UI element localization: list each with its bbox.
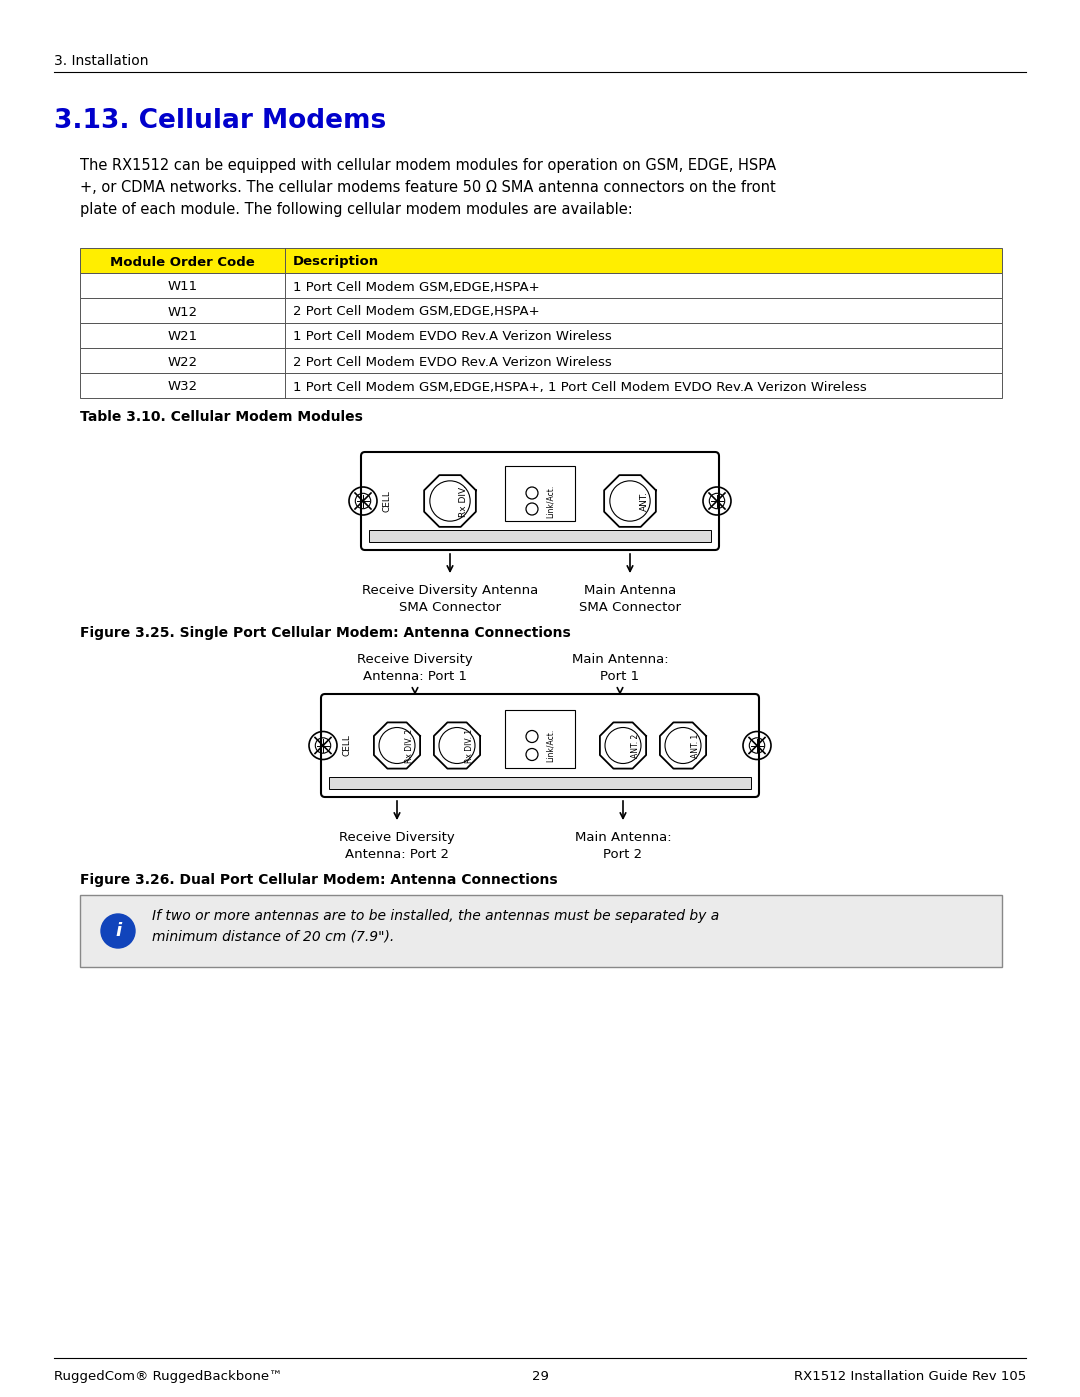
Text: If two or more antennas are to be installed, the antennas must be separated by a: If two or more antennas are to be instal… xyxy=(152,909,719,923)
Text: W32: W32 xyxy=(167,380,198,394)
Text: Rx DIV. 2: Rx DIV. 2 xyxy=(405,728,415,763)
Text: Figure 3.26. Dual Port Cellular Modem: Antenna Connections: Figure 3.26. Dual Port Cellular Modem: A… xyxy=(80,873,557,887)
Text: Module Order Code: Module Order Code xyxy=(110,256,255,268)
Text: Figure 3.25. Single Port Cellular Modem: Antenna Connections: Figure 3.25. Single Port Cellular Modem:… xyxy=(80,626,570,640)
Text: Main Antenna:: Main Antenna: xyxy=(571,652,669,666)
Circle shape xyxy=(102,914,135,949)
Text: RuggedCom® RuggedBackbone™: RuggedCom® RuggedBackbone™ xyxy=(54,1370,282,1383)
Text: 1 Port Cell Modem EVDO Rev.A Verizon Wireless: 1 Port Cell Modem EVDO Rev.A Verizon Wir… xyxy=(293,331,611,344)
Text: 3.13. Cellular Modems: 3.13. Cellular Modems xyxy=(54,108,387,134)
FancyBboxPatch shape xyxy=(80,272,1002,298)
FancyBboxPatch shape xyxy=(80,298,1002,323)
Text: Link/Act.: Link/Act. xyxy=(545,485,554,518)
Text: 2 Port Cell Modem GSM,EDGE,HSPA+: 2 Port Cell Modem GSM,EDGE,HSPA+ xyxy=(293,306,540,319)
Text: Description: Description xyxy=(293,256,379,268)
Text: CELL: CELL xyxy=(342,735,351,756)
FancyBboxPatch shape xyxy=(321,694,759,798)
Text: The RX1512 can be equipped with cellular modem modules for operation on GSM, EDG: The RX1512 can be equipped with cellular… xyxy=(80,158,777,173)
Text: 3. Installation: 3. Installation xyxy=(54,54,149,68)
Text: 2 Port Cell Modem EVDO Rev.A Verizon Wireless: 2 Port Cell Modem EVDO Rev.A Verizon Wir… xyxy=(293,355,611,369)
Text: Port 2: Port 2 xyxy=(604,848,643,861)
Text: 29: 29 xyxy=(531,1370,549,1383)
Text: Antenna: Port 2: Antenna: Port 2 xyxy=(345,848,449,861)
Text: 1 Port Cell Modem GSM,EDGE,HSPA+: 1 Port Cell Modem GSM,EDGE,HSPA+ xyxy=(293,281,540,293)
FancyBboxPatch shape xyxy=(80,249,1002,272)
Text: i: i xyxy=(114,922,121,940)
Text: 1 Port Cell Modem GSM,EDGE,HSPA+, 1 Port Cell Modem EVDO Rev.A Verizon Wireless: 1 Port Cell Modem GSM,EDGE,HSPA+, 1 Port… xyxy=(293,380,867,394)
Text: W22: W22 xyxy=(167,355,198,369)
FancyBboxPatch shape xyxy=(80,373,1002,398)
Text: Receive Diversity: Receive Diversity xyxy=(339,831,455,844)
FancyBboxPatch shape xyxy=(80,895,1002,967)
Text: Port 1: Port 1 xyxy=(600,671,639,683)
Text: RX1512 Installation Guide Rev 105: RX1512 Installation Guide Rev 105 xyxy=(794,1370,1026,1383)
Text: W11: W11 xyxy=(167,281,198,293)
Text: SMA Connector: SMA Connector xyxy=(579,601,681,615)
Text: Table 3.10. Cellular Modem Modules: Table 3.10. Cellular Modem Modules xyxy=(80,409,363,425)
Text: minimum distance of 20 cm (7.9").: minimum distance of 20 cm (7.9"). xyxy=(152,929,394,943)
FancyBboxPatch shape xyxy=(80,323,1002,348)
Text: W21: W21 xyxy=(167,331,198,344)
FancyBboxPatch shape xyxy=(505,467,575,521)
Text: Rx DIV.: Rx DIV. xyxy=(459,485,469,517)
FancyBboxPatch shape xyxy=(80,348,1002,373)
FancyBboxPatch shape xyxy=(329,777,751,789)
Text: ANT.: ANT. xyxy=(639,490,648,511)
Text: SMA Connector: SMA Connector xyxy=(399,601,501,615)
Text: ANT. 2: ANT. 2 xyxy=(632,733,640,757)
Text: Rx DIV. 1: Rx DIV. 1 xyxy=(465,728,474,763)
Text: Main Antenna: Main Antenna xyxy=(584,584,676,597)
Text: Receive Diversity Antenna: Receive Diversity Antenna xyxy=(362,584,538,597)
Text: +, or CDMA networks. The cellular modems feature 50 Ω SMA antenna connectors on : +, or CDMA networks. The cellular modems… xyxy=(80,180,775,196)
FancyBboxPatch shape xyxy=(361,453,719,550)
FancyBboxPatch shape xyxy=(369,529,711,542)
Text: W12: W12 xyxy=(167,306,198,319)
Text: Link/Act.: Link/Act. xyxy=(545,729,554,763)
Text: CELL: CELL xyxy=(382,490,391,511)
Text: Receive Diversity: Receive Diversity xyxy=(357,652,473,666)
Text: plate of each module. The following cellular modem modules are available:: plate of each module. The following cell… xyxy=(80,203,633,217)
Text: ANT. 1: ANT. 1 xyxy=(691,733,701,757)
Text: Main Antenna:: Main Antenna: xyxy=(575,831,672,844)
FancyBboxPatch shape xyxy=(505,710,575,768)
Text: Antenna: Port 1: Antenna: Port 1 xyxy=(363,671,467,683)
